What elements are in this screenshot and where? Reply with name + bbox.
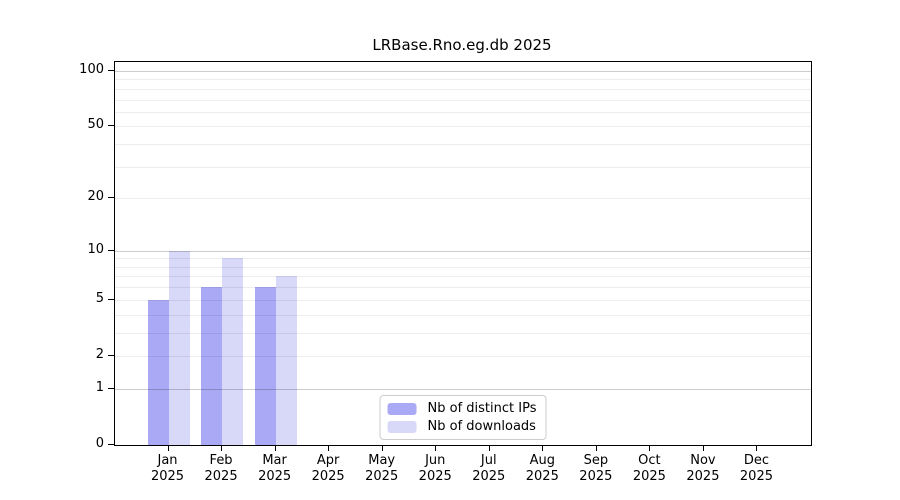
x-axis-label-jun: Jun 2025	[418, 453, 452, 484]
y-axis-tick-10	[108, 249, 114, 251]
y-axis-tick-5	[108, 298, 114, 300]
x-axis-tick-nov	[702, 445, 704, 451]
x-axis-label-oct: Oct 2025	[632, 453, 666, 484]
x-axis-label-jan: Jan 2025	[150, 453, 185, 484]
x-axis-tick-sep	[595, 445, 597, 451]
x-axis-label-feb: Feb 2025	[204, 453, 238, 484]
y-axis-tick-0	[108, 444, 114, 445]
gridline-20	[115, 198, 811, 200]
y-axis-label-50: 50	[87, 117, 104, 133]
x-axis-tick-jun	[435, 445, 437, 451]
x-axis-tick-oct	[649, 445, 651, 451]
bar-downloads-feb	[222, 258, 244, 445]
legend-swatch-downloads-icon	[387, 420, 417, 433]
bar-downloads-mar	[275, 276, 297, 445]
x-axis-tick-may	[381, 445, 383, 451]
y-axis-tick-1	[108, 387, 114, 389]
x-axis-tick-aug	[542, 445, 544, 451]
x-axis-tick-jan	[167, 445, 169, 451]
x-axis-label-mar: Mar 2025	[258, 453, 292, 484]
y-axis-label-100: 100	[79, 62, 104, 77]
x-axis-label-apr: Apr 2025	[311, 453, 345, 484]
x-axis-tick-dec	[756, 445, 758, 451]
gridline-100	[115, 71, 811, 72]
x-axis-tick-feb	[221, 445, 223, 451]
x-axis-label-sep: Sep 2025	[579, 453, 613, 484]
x-axis-tick-jul	[488, 445, 490, 451]
legend-label-downloads: Nb of downloads	[427, 419, 536, 434]
y-axis-tick-50	[108, 125, 114, 127]
legend-swatch-distinct-ips-icon	[387, 402, 417, 415]
bar-distinct-ips-mar	[254, 287, 276, 445]
legend-label-distinct-ips: Nb of distinct IPs	[427, 401, 537, 416]
gridline-7	[115, 276, 811, 278]
x-axis-label-jul: Jul 2025	[472, 453, 506, 484]
gridline-70	[115, 99, 811, 101]
gridline-60	[115, 111, 811, 113]
x-axis-label-may: May 2025	[365, 453, 399, 484]
x-axis-tick-apr	[328, 445, 330, 451]
gridline-40	[115, 144, 811, 146]
bar-downloads-jan	[168, 250, 190, 445]
y-axis-label-20: 20	[87, 189, 104, 205]
gridline-9	[115, 258, 811, 260]
chart-title: LRBase.Rno.eg.db 2025	[372, 36, 552, 54]
y-axis-label-5: 5	[95, 290, 104, 306]
gridline-90	[115, 79, 811, 81]
x-axis-label-aug: Aug 2025	[525, 453, 559, 484]
y-axis-tick-2	[108, 354, 114, 356]
gridline-80	[115, 88, 811, 90]
legend-item-distinct-ips: Nb of distinct IPs	[387, 401, 537, 416]
y-axis-tick-20	[108, 197, 114, 199]
gridline-50	[115, 126, 811, 128]
y-axis-tick-100	[108, 70, 114, 71]
gridline-8	[115, 266, 811, 268]
plot-area: Nb of distinct IPs Nb of downloads	[114, 61, 812, 446]
y-axis-label-10: 10	[87, 241, 104, 257]
y-axis-label-2: 2	[95, 346, 104, 362]
x-axis-label-nov: Nov 2025	[686, 453, 720, 484]
x-axis-label-dec: Dec 2025	[739, 453, 773, 484]
gridline-30	[115, 166, 811, 168]
legend-item-downloads: Nb of downloads	[387, 419, 537, 434]
y-axis-label-1: 1	[95, 379, 104, 395]
bar-distinct-ips-jan	[147, 299, 169, 445]
x-axis-tick-mar	[274, 445, 276, 451]
y-axis-label-0: 0	[95, 436, 104, 451]
legend: Nb of distinct IPs Nb of downloads	[379, 395, 547, 440]
bar-distinct-ips-feb	[201, 287, 223, 445]
gridline-10	[115, 250, 811, 252]
